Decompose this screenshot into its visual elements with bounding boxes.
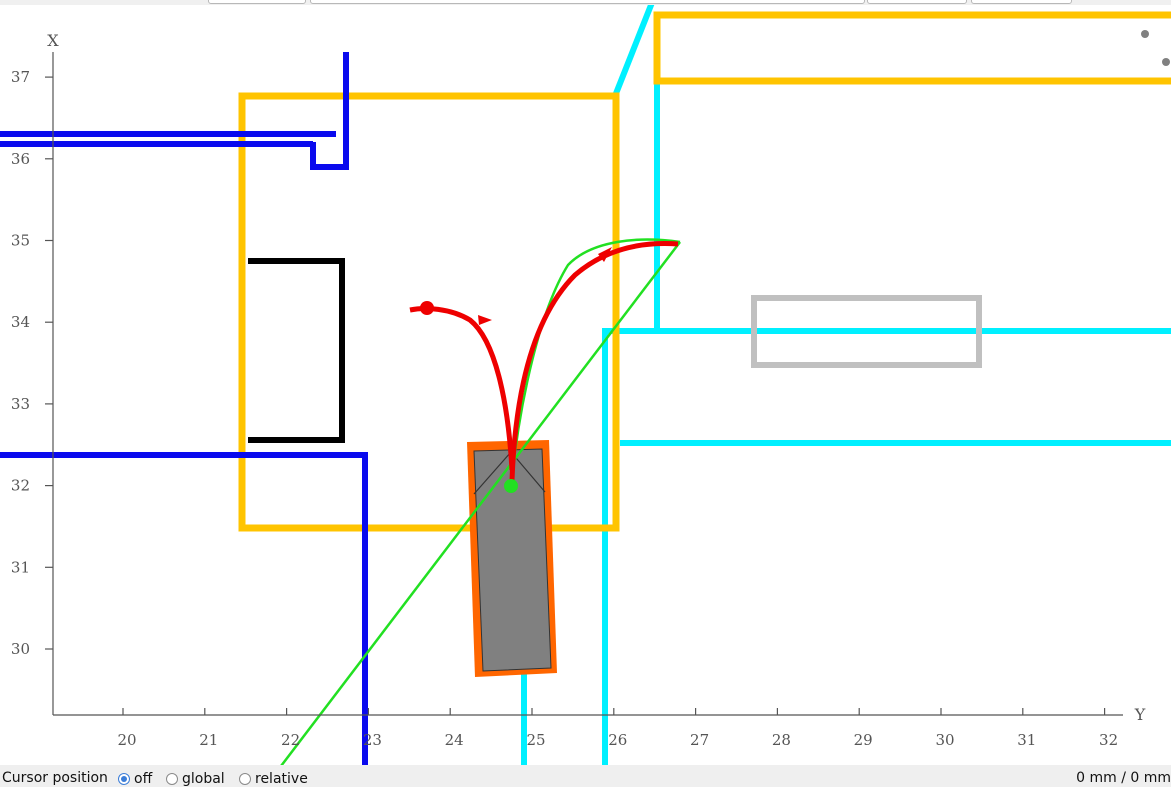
x-tick-label: 31 bbox=[11, 558, 30, 576]
x-axis-label: X bbox=[47, 31, 59, 50]
x-tick-label: 36 bbox=[11, 150, 30, 168]
cursor-position-readout: 0 mm / 0 mm bbox=[1076, 770, 1171, 786]
y-tick-label: 25 bbox=[526, 731, 545, 749]
y-tick-label: 22 bbox=[281, 731, 300, 749]
yellow-zones bbox=[238, 11, 1171, 532]
x-tick-label: 32 bbox=[11, 477, 30, 495]
radio-indicator[interactable] bbox=[239, 773, 251, 785]
radio-label: off bbox=[134, 771, 153, 787]
radio-indicator[interactable] bbox=[118, 773, 130, 785]
x-axis-ticks: 30 31 32 33 34 35 36 37 bbox=[11, 68, 53, 658]
map-plot-area[interactable]: 30 31 32 33 34 35 36 37 20 21 22 23 24 25 26 27 28 29 30 3… bbox=[0, 5, 1171, 765]
radio-indicator[interactable] bbox=[166, 773, 178, 785]
red-path-arrowhead bbox=[598, 247, 612, 262]
cursor-mode-relative-radio[interactable]: relative bbox=[239, 771, 308, 787]
y-tick-label: 32 bbox=[1099, 731, 1118, 749]
radio-label: relative bbox=[255, 771, 308, 787]
top-toolbar bbox=[0, 0, 1171, 6]
x-tick-label: 30 bbox=[11, 640, 30, 658]
y-tick-label: 23 bbox=[363, 731, 382, 749]
x-tick-label: 34 bbox=[11, 313, 30, 331]
y-tick-label: 20 bbox=[117, 731, 136, 749]
robot bbox=[467, 440, 557, 677]
y-axis-label: Y bbox=[1134, 705, 1146, 724]
radio-label: global bbox=[182, 771, 225, 787]
red-path-arrowhead bbox=[478, 315, 492, 325]
x-tick-label: 35 bbox=[11, 232, 30, 250]
y-tick-label: 26 bbox=[608, 731, 627, 749]
y-tick-label: 28 bbox=[772, 731, 791, 749]
cursor-mode-global-radio[interactable]: global bbox=[166, 771, 225, 787]
robot-position-point bbox=[504, 479, 518, 493]
x-tick-label: 33 bbox=[11, 395, 30, 413]
x-tick-label: 37 bbox=[11, 68, 30, 86]
marker-dot bbox=[1162, 58, 1170, 66]
y-tick-label: 30 bbox=[935, 731, 954, 749]
y-tick-label: 29 bbox=[854, 731, 873, 749]
gray-box bbox=[751, 295, 982, 368]
cyan-walls bbox=[521, 5, 1171, 765]
black-box bbox=[248, 258, 345, 443]
toolbar-field[interactable] bbox=[310, 0, 865, 4]
green-path bbox=[280, 238, 681, 765]
y-tick-label: 21 bbox=[199, 731, 218, 749]
y-axis-ticks: 20 21 22 23 24 25 26 27 28 29 30 31 32 bbox=[117, 708, 1118, 749]
toolbar-tab[interactable] bbox=[867, 0, 967, 4]
red-start-point bbox=[420, 301, 434, 315]
blue-walls bbox=[0, 52, 368, 765]
cursor-position-label: Cursor position bbox=[2, 770, 108, 786]
y-tick-label: 27 bbox=[690, 731, 709, 749]
marker-dot bbox=[1141, 30, 1149, 38]
toolbar-tab[interactable] bbox=[208, 0, 306, 4]
status-bar: Cursor position off global relative 0 mm… bbox=[0, 765, 1171, 787]
toolbar-tab[interactable] bbox=[971, 0, 1072, 4]
axes bbox=[52, 52, 1123, 716]
cursor-mode-off-radio[interactable]: off bbox=[118, 771, 152, 787]
y-tick-label: 31 bbox=[1017, 731, 1036, 749]
y-tick-label: 24 bbox=[445, 731, 464, 749]
